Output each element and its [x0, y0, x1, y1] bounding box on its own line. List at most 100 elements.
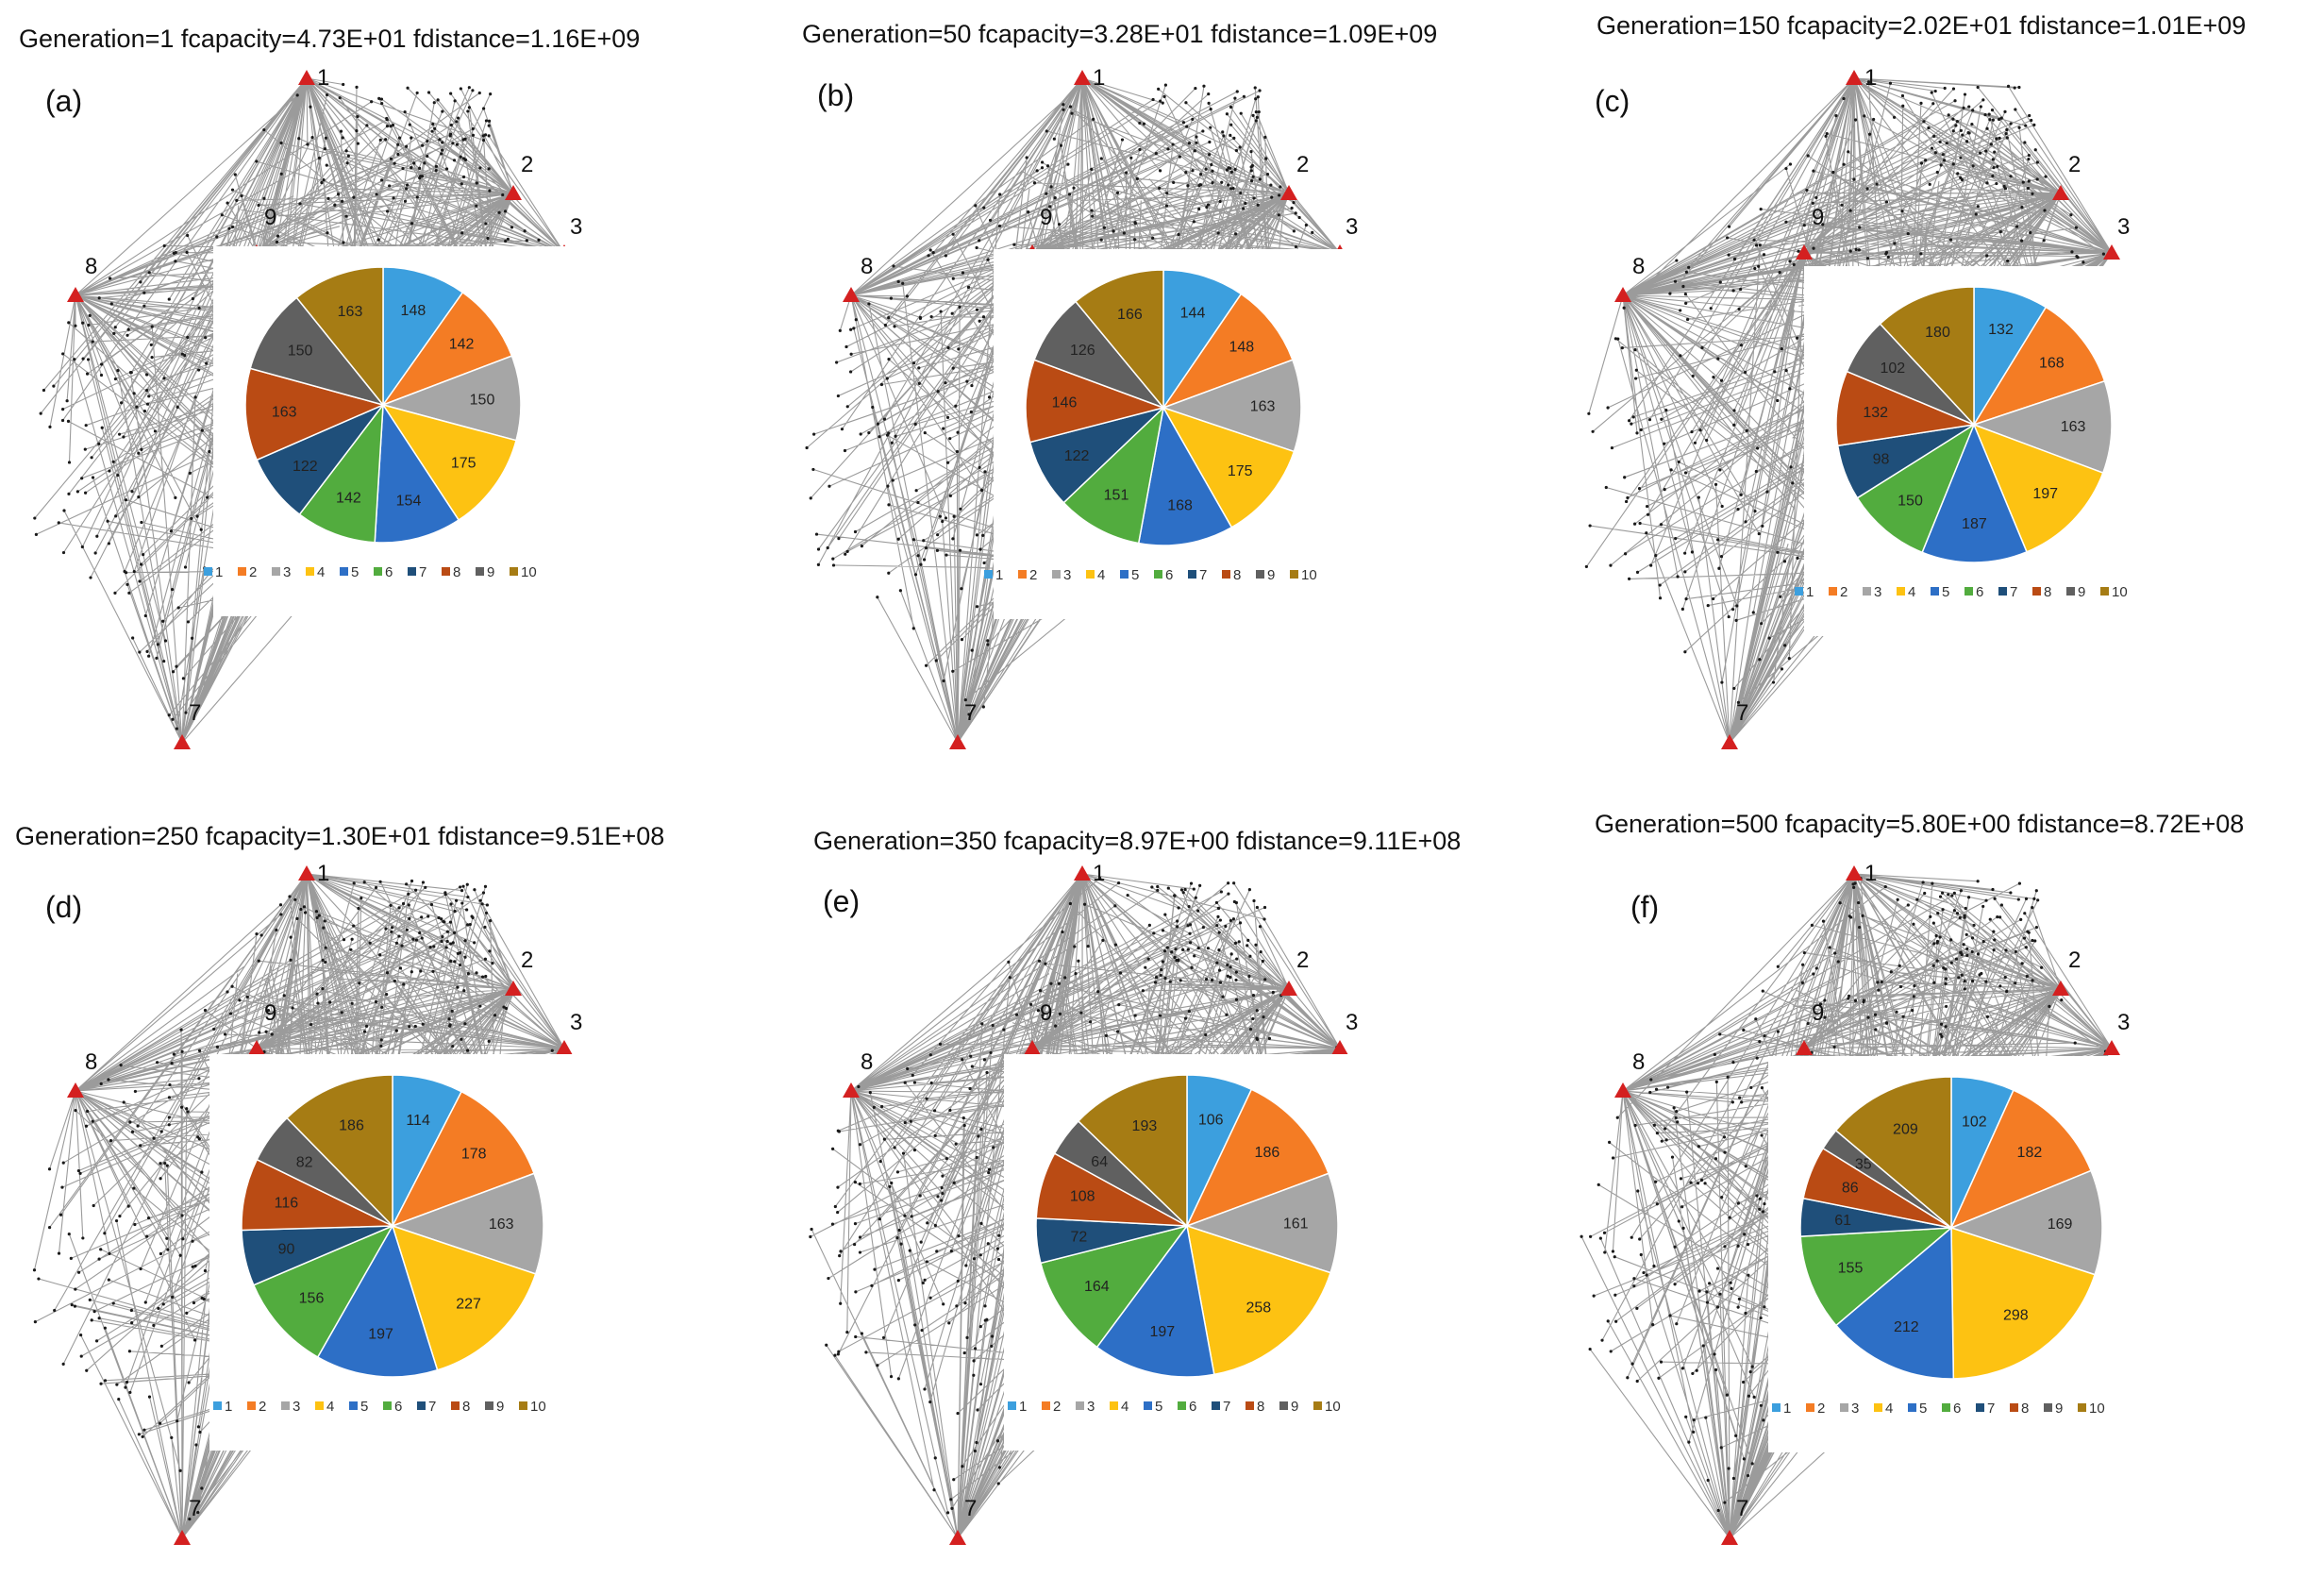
legend-label-4: 4 [1121, 1399, 1129, 1415]
depot-marker-7 [1721, 734, 1738, 749]
legend-swatch-10 [2100, 587, 2109, 596]
legend-swatch-6 [1154, 570, 1162, 579]
pie-value-label-3: 163 [489, 1216, 514, 1233]
legend-label-6: 6 [385, 564, 393, 580]
legend-label-10: 10 [1325, 1399, 1341, 1415]
legend-label-7: 7 [1223, 1399, 1230, 1415]
depot-marker-1 [1074, 70, 1091, 85]
depot-label-1: 1 [1093, 65, 1105, 91]
pie-value-label-9: 64 [1091, 1154, 1108, 1170]
legend-swatch-6 [1965, 587, 1973, 596]
pie-slice-5 [1834, 1226, 1955, 1380]
legend-swatch-4 [1110, 1401, 1118, 1410]
depot-marker-1 [1846, 70, 1863, 85]
depot-label-8: 8 [861, 254, 873, 279]
legend-label-9: 9 [2078, 584, 2085, 600]
pie-slice-5 [1921, 423, 2028, 563]
pie-value-label-6: 142 [336, 491, 361, 507]
legend-swatch-9 [485, 1401, 493, 1410]
legend-label-8: 8 [1257, 1399, 1264, 1415]
depot-marker-8 [67, 1082, 84, 1098]
pie-value-label-7: 72 [1071, 1229, 1088, 1245]
depot-label-1: 1 [317, 861, 329, 886]
panel-title-1: Generation=1 fcapacity=4.73E+01 fdistanc… [19, 25, 640, 53]
depot-label-1: 1 [1093, 861, 1105, 886]
legend-swatch-10 [1313, 1401, 1322, 1410]
legend-label-8: 8 [1233, 567, 1241, 583]
legend-label-4: 4 [1097, 567, 1105, 583]
pie-value-label-1: 106 [1198, 1113, 1224, 1129]
pie-value-label-2: 168 [2039, 356, 2065, 372]
legend-swatch-3 [272, 567, 280, 576]
legend-swatch-9 [1279, 1401, 1288, 1410]
legend-swatch-6 [374, 567, 382, 576]
depot-marker-1 [298, 865, 315, 881]
panel-label-4: (d) [45, 890, 82, 924]
pie-value-label-4: 197 [2032, 486, 2058, 502]
legend-label-4: 4 [317, 564, 325, 580]
legend-swatch-9 [476, 567, 484, 576]
legend-swatch-6 [1178, 1401, 1186, 1410]
depot-label-7: 7 [964, 700, 977, 726]
depot-marker-2 [1280, 185, 1297, 200]
legend-label-8: 8 [453, 564, 460, 580]
pie-value-label-6: 156 [299, 1291, 325, 1307]
legend-label-7: 7 [419, 564, 426, 580]
legend-swatch-5 [1120, 570, 1129, 579]
legend-label-1: 1 [1783, 1401, 1791, 1417]
pie-value-label-8: 146 [1052, 395, 1078, 411]
legend-swatch-7 [417, 1401, 426, 1410]
pie-value-label-1: 114 [406, 1113, 430, 1129]
depot-label-3: 3 [2117, 214, 2130, 240]
pie-value-label-2: 182 [2017, 1145, 2043, 1161]
legend-label-5: 5 [1942, 584, 1949, 600]
panel-title-3: Generation=150 fcapacity=2.02E+01 fdista… [1597, 11, 2246, 40]
pie-slice-6 [1040, 1224, 1189, 1349]
depot-marker-3 [556, 1040, 573, 1055]
legend-swatch-2 [1829, 587, 1837, 596]
pie-slice-10 [1879, 286, 1975, 427]
depot-label-7: 7 [1736, 1496, 1748, 1521]
depot-marker-9 [1796, 1040, 1813, 1055]
panel-label-5: (e) [823, 884, 860, 918]
depot-label-8: 8 [861, 1049, 873, 1075]
legend-swatch-1 [204, 567, 212, 576]
legend-swatch-3 [281, 1401, 290, 1410]
depot-marker-2 [505, 981, 522, 996]
legend-label-5: 5 [1131, 567, 1139, 583]
pie-chart-1: 148 142 150 175 154 142 122 163 150 163 1 2 3 4 5 6 7 8 9 1… [204, 246, 594, 616]
legend-swatch-7 [1998, 587, 2007, 596]
legend-label-5: 5 [351, 564, 359, 580]
depot-marker-7 [174, 734, 191, 749]
pie-slice-4 [1186, 1224, 1332, 1376]
pie-chart-6: 102 182 169 298 212 155 61 86 35 209 1 2 3 4 5 6 7 8 9 10 [1768, 1056, 2176, 1452]
depot-marker-1 [298, 70, 315, 85]
legend-swatch-1 [1772, 1403, 1781, 1412]
pie-value-label-8: 86 [1842, 1181, 1859, 1197]
legend-swatch-1 [1795, 587, 1803, 596]
pie-value-label-10: 166 [1117, 307, 1143, 323]
panel-label-1: (a) [45, 84, 82, 118]
pie-value-label-3: 150 [470, 393, 495, 409]
pie-value-label-3: 161 [1283, 1216, 1309, 1233]
depot-label-9: 9 [1040, 205, 1052, 230]
legend-swatch-6 [1942, 1403, 1950, 1412]
depot-marker-9 [1024, 1040, 1041, 1055]
legend-label-3: 3 [1851, 1401, 1859, 1417]
depot-label-9: 9 [1812, 205, 1824, 230]
pie-value-label-6: 151 [1104, 488, 1129, 504]
pie-value-label-4: 227 [456, 1296, 481, 1312]
depot-label-1: 1 [1864, 65, 1877, 91]
pie-value-label-8: 132 [1863, 405, 1888, 421]
pie-value-label-9: 102 [1880, 361, 1905, 377]
depot-label-8: 8 [1632, 254, 1645, 279]
pie-value-label-5: 168 [1167, 498, 1193, 514]
legend-label-1: 1 [995, 567, 1003, 583]
legend-swatch-1 [1008, 1401, 1016, 1410]
depot-label-9: 9 [264, 205, 276, 230]
depot-label-8: 8 [1632, 1049, 1645, 1075]
pie-value-label-7: 122 [1064, 448, 1090, 464]
pie-slice-6 [1856, 423, 1976, 554]
pie-value-label-7: 61 [1834, 1213, 1851, 1229]
legend-swatch-8 [2010, 1403, 2018, 1412]
